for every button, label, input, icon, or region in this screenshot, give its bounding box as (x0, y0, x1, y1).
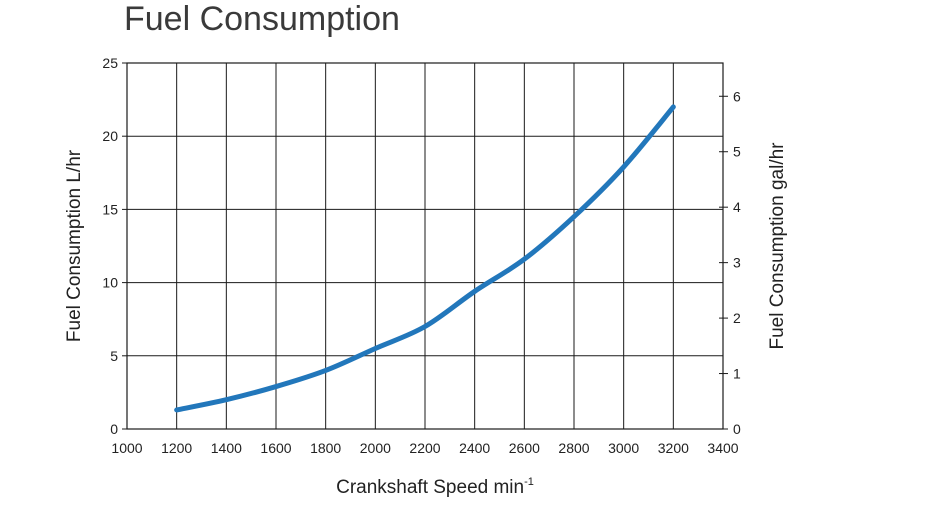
y-axis-label: Fuel Consumption L/hr (64, 149, 85, 342)
chart-title: Fuel Consumption (124, 0, 400, 38)
x-tick-label: 1200 (161, 440, 192, 456)
x-tick-label: 2600 (509, 440, 540, 456)
series-line (174, 104, 676, 413)
x-tick-label: 3400 (707, 440, 738, 456)
series-layer (174, 104, 676, 413)
y2-axis-ticks: 0 1 2 3 4 5 6 (719, 88, 741, 437)
x-tick-label: 3200 (658, 440, 689, 456)
x-tick-label: 2200 (409, 440, 440, 456)
x-tick-label: 2400 (459, 440, 490, 456)
grid-lines (126, 62, 724, 430)
x-tick-label: 2800 (558, 440, 589, 456)
y-tick-label: 0 (110, 421, 118, 437)
plot-frame (126, 62, 724, 430)
y2-axis-label: Fuel Consumption gal/hr (767, 142, 788, 350)
y2-tick-label: 5 (733, 144, 741, 160)
y2-tick-label: 6 (733, 88, 741, 104)
y-tick-label: 15 (102, 201, 118, 217)
y-tick-label: 20 (102, 128, 118, 144)
y-tick-label: 10 (102, 275, 118, 291)
y-tick-label: 5 (110, 348, 118, 364)
y2-tick-label: 3 (733, 255, 741, 271)
y-axis-ticks: 0 5 10 15 20 25 (102, 55, 127, 437)
x-axis-ticks: 1000 1200 1400 1600 1800 2000 2200 2400 2600 2800… (111, 440, 738, 456)
x-tick-label: 3000 (608, 440, 639, 456)
x-tick-label: 2000 (360, 440, 391, 456)
x-axis-label-superscript: -1 (524, 476, 534, 488)
y2-tick-label: 0 (733, 421, 741, 437)
x-tick-label: 1000 (111, 440, 142, 456)
x-axis-label: Crankshaft Speed min-1 (336, 476, 534, 498)
y2-tick-label: 2 (733, 310, 741, 326)
x-axis-label-text: Crankshaft Speed min (336, 477, 524, 498)
x-tick-label: 1400 (211, 440, 242, 456)
x-tick-label: 1600 (260, 440, 291, 456)
y2-tick-label: 1 (733, 366, 741, 382)
x-tick-label: 1800 (310, 440, 341, 456)
y2-tick-label: 4 (733, 199, 741, 215)
y-tick-label: 25 (102, 55, 118, 71)
